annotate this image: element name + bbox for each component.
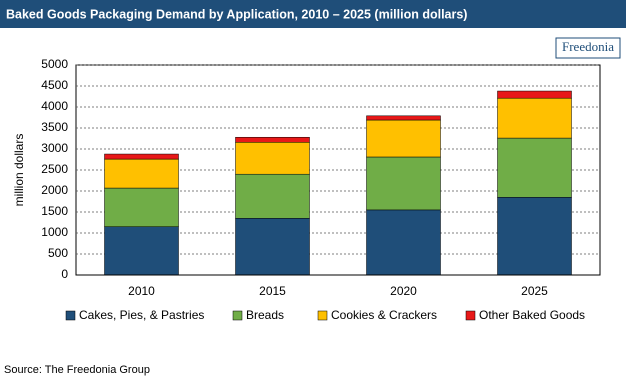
logo: Freedonia xyxy=(562,39,614,54)
legend-swatch xyxy=(65,310,76,321)
x-tick-label: 2020 xyxy=(390,284,417,298)
bar-segment xyxy=(497,137,572,198)
bar-segment xyxy=(497,197,572,276)
bar-segment xyxy=(104,187,179,227)
y-tick-label: 0 xyxy=(61,267,68,281)
legend-swatch xyxy=(317,310,328,321)
title-bar xyxy=(0,0,626,28)
bar-segment xyxy=(497,97,572,139)
x-tick-label: 2025 xyxy=(521,284,548,298)
legend-swatch xyxy=(232,310,243,321)
bar-segment xyxy=(104,226,179,276)
bar-segment xyxy=(235,142,310,175)
y-tick-label: 4000 xyxy=(41,99,68,113)
y-axis-label: million dollars xyxy=(12,134,26,207)
y-tick-label: 3000 xyxy=(41,141,68,155)
bar-segment xyxy=(366,156,441,211)
y-tick-label: 1000 xyxy=(41,225,68,239)
legend-label: Cookies & Crackers xyxy=(331,308,437,322)
bar-segment xyxy=(235,136,310,143)
bar-segment xyxy=(235,173,310,219)
source: Source: The Freedonia Group xyxy=(4,364,150,376)
chart-title: Baked Goods Packaging Demand by Applicat… xyxy=(6,7,467,21)
bar-segment xyxy=(235,218,310,276)
y-tick-label: 2000 xyxy=(41,183,68,197)
bar-segment xyxy=(366,119,441,158)
bar-segment xyxy=(104,153,179,160)
y-tick-label: 5000 xyxy=(41,57,68,71)
legend-swatch xyxy=(465,310,476,321)
bar-segment xyxy=(366,115,441,121)
x-tick-label: 2010 xyxy=(128,284,155,298)
y-tick-label: 3500 xyxy=(41,120,68,134)
y-tick-label: 4500 xyxy=(41,78,68,92)
bar-segment xyxy=(104,158,179,189)
bar-segment xyxy=(497,90,572,99)
legend-label: Other Baked Goods xyxy=(479,308,585,322)
y-tick-label: 500 xyxy=(48,246,68,260)
legend-label: Breads xyxy=(246,308,284,322)
y-tick-label: 2500 xyxy=(41,162,68,176)
y-tick-label: 1500 xyxy=(41,204,68,218)
bar-segment xyxy=(366,209,441,276)
logo-box xyxy=(555,37,621,59)
legend-label: Cakes, Pies, & Pastries xyxy=(79,308,204,322)
x-tick-label: 2015 xyxy=(259,284,286,298)
